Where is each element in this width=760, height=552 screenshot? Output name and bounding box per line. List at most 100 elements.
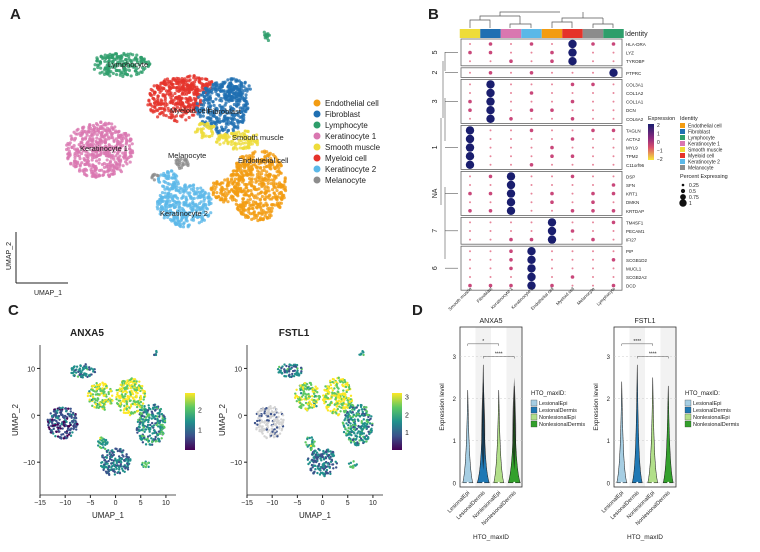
umap-point-myeloid-cell: [163, 104, 168, 108]
expression-point: [124, 392, 127, 396]
umap-point-keratinocyte-2: [188, 184, 192, 188]
umap-point-myeloid-cell: [176, 80, 181, 84]
expression-point: [127, 382, 130, 386]
expression-point: [118, 387, 122, 390]
expression-point: [51, 430, 54, 434]
expression-point: [334, 398, 337, 401]
expression-point: [72, 371, 75, 374]
expression-point: [137, 429, 141, 432]
dot-DCN-melanocyte: [592, 109, 594, 112]
umap-point-keratinocyte-2: [209, 211, 213, 215]
umap-point-myeloid-cell: [164, 101, 168, 105]
umap-point-keratinocyte-1: [94, 159, 99, 163]
identity-legend-swatch: [680, 165, 685, 170]
expression-point: [47, 424, 50, 427]
expression-point: [147, 418, 150, 422]
umap-point-keratinocyte-1: [86, 156, 90, 161]
expression-point: [120, 393, 124, 396]
umap-point-keratinocyte-1: [87, 130, 91, 134]
umap-point-fibroblast: [237, 89, 241, 93]
expression-point: [88, 368, 91, 371]
umap-point-lymphocyte: [110, 53, 115, 57]
panel-label-c: C: [8, 302, 19, 319]
expression-point: [119, 450, 123, 453]
cluster-label: Myeloid cell: [170, 106, 210, 115]
expression-point: [346, 414, 349, 418]
expression-point: [141, 402, 145, 405]
dot-DSP-keratinocyte-1: [506, 172, 516, 181]
umap-point-lymphocyte: [134, 56, 138, 61]
expression-point: [153, 353, 156, 357]
umap-point-endothelial-cell: [259, 190, 264, 194]
expression-point: [365, 420, 369, 423]
umap-point-keratinocyte-2: [202, 192, 206, 197]
umap-point-fibroblast: [244, 102, 248, 106]
expression-point: [156, 433, 160, 437]
expression-point: [351, 406, 355, 409]
expression-point: [271, 424, 274, 428]
dot-COL6A2-lymphocyte: [612, 117, 615, 120]
umap-point-smooth-muscle: [231, 147, 235, 151]
expression-point: [279, 371, 283, 374]
dot-SCGB1D2-endothelial-cell: [551, 258, 553, 261]
umap-point-endothelial-cell: [257, 176, 261, 180]
umap-point-lymphocyte: [103, 53, 107, 57]
expression-point: [332, 378, 336, 381]
expression-point: [332, 467, 335, 470]
umap-point-fibroblast: [231, 115, 236, 119]
umap-point-endothelial-cell: [241, 200, 245, 204]
expression-point: [101, 405, 104, 409]
umap-point-keratinocyte-2: [192, 192, 196, 196]
umap-point-keratinocyte-2: [207, 192, 211, 196]
expression-point: [97, 403, 100, 406]
expression-point: [315, 405, 318, 408]
dot-LYZ-keratinocyte-1: [510, 51, 512, 54]
expression-legend-title: Expression: [648, 116, 675, 122]
legend-swatch: [313, 143, 321, 151]
umap-point-fibroblast: [201, 114, 205, 118]
expression-point: [111, 454, 114, 457]
expression-point: [333, 403, 336, 406]
umap-point-keratinocyte-1: [74, 164, 78, 169]
expression-point: [152, 407, 155, 411]
umap-point-endothelial-cell: [242, 206, 246, 210]
expression-point: [119, 409, 122, 412]
expression-point: [126, 465, 129, 468]
x-axis-label: UMAP_1: [92, 511, 125, 520]
umap-point-keratinocyte-2: [170, 197, 174, 201]
umap-point-fibroblast: [237, 97, 242, 102]
umap-point-lymphocyte: [108, 66, 112, 70]
expression-point: [117, 460, 121, 464]
y-axis-label: UMAP_2: [11, 403, 20, 436]
expression-point: [52, 410, 56, 413]
expression-point: [54, 413, 57, 416]
expression-point: [337, 413, 341, 416]
umap-point-myeloid-cell: [164, 89, 169, 93]
umap-point-myeloid-cell: [180, 92, 184, 96]
expression-point: [136, 391, 139, 395]
expression-point: [75, 428, 78, 431]
expression-point: [115, 388, 118, 392]
dot-ACTA2-fibroblast: [489, 138, 492, 140]
dot-DCN-keratinocyte-1: [510, 109, 512, 112]
umap-point-smooth-muscle: [243, 141, 248, 145]
dot-IFI27-endothelial-cell: [547, 235, 557, 244]
expression-point: [62, 437, 66, 440]
dot-KRT1-keratinocyte-2: [530, 192, 533, 195]
umap-point-endothelial-cell: [241, 174, 245, 178]
umap-point-myeloid-cell: [188, 78, 192, 82]
umap-point-keratinocyte-1: [84, 173, 88, 177]
expression-point: [273, 413, 276, 416]
dot-COL1A2-keratinocyte-1: [510, 92, 512, 94]
expression-point: [58, 430, 61, 433]
dot-PECAM1-smooth-muscle: [469, 230, 471, 232]
umap-point-fibroblast: [217, 120, 222, 125]
dot-PECAM1-fibroblast: [489, 230, 492, 232]
expression-point: [146, 426, 149, 429]
expression-point: [123, 395, 127, 398]
umap-point-endothelial-cell: [268, 197, 272, 201]
umap-point-smooth-muscle: [230, 131, 234, 136]
umap-y-label: UMAP_2: [6, 242, 13, 270]
expression-point: [78, 368, 81, 372]
umap-point-myeloid-cell: [163, 80, 167, 85]
